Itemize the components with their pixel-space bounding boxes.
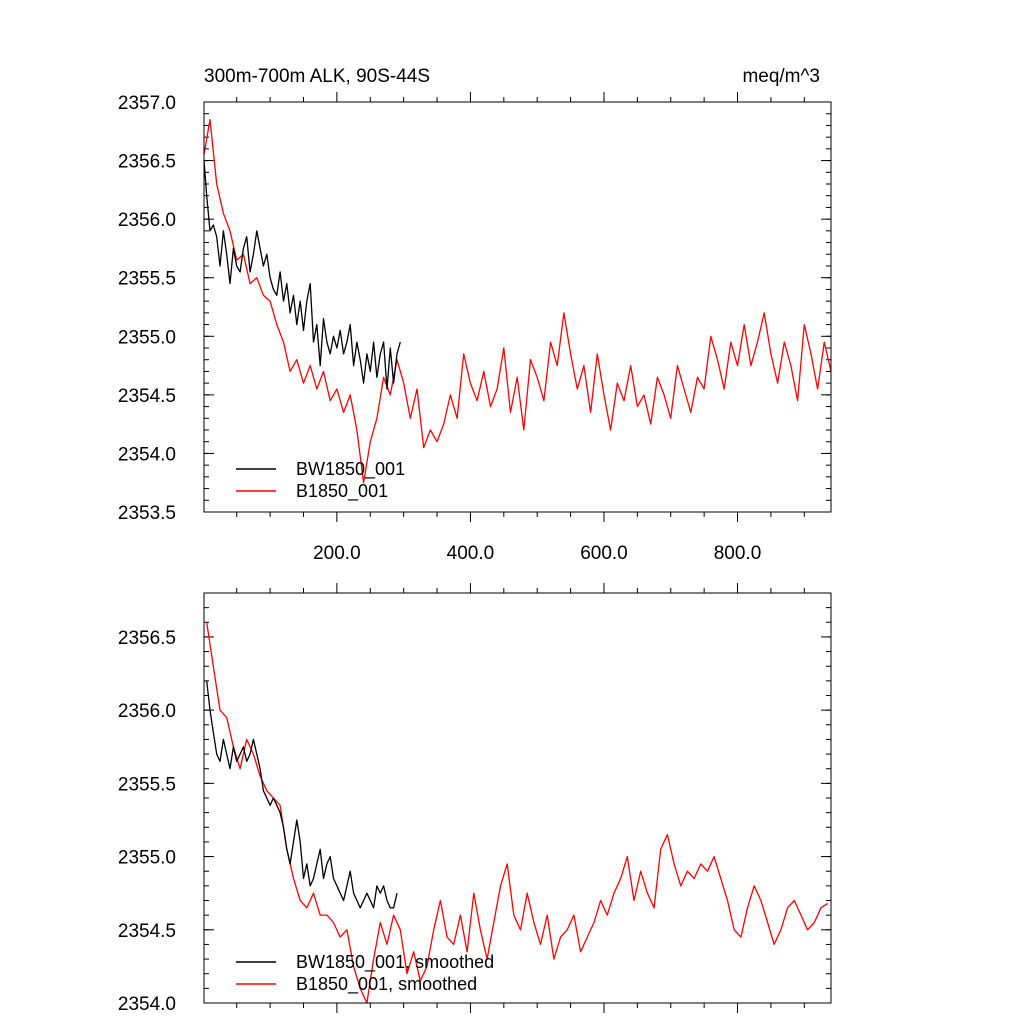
- top-y-axis-labels: 2353.5 2354.0 2354.5 2355.0 2355.5 2356.0 2356…: [118, 93, 176, 524]
- y-tick-label: 2355.0: [118, 327, 176, 348]
- x-tick-label: 200.0: [313, 543, 361, 564]
- y-tick-label: 2356.5: [118, 152, 176, 173]
- y-tick-label: 2356.0: [118, 210, 176, 231]
- top-x-axis-labels: 200.0 400.0 600.0 800.0: [313, 543, 761, 564]
- series-line-bw1850-001-smoothed: [206, 680, 398, 909]
- y-tick-label: 2355.5: [118, 269, 176, 290]
- y-tick-label: 2356.0: [118, 701, 176, 722]
- y-tick-label: 2353.5: [118, 503, 176, 524]
- x-tick-label: 800.0: [714, 543, 762, 564]
- y-tick-label: 2356.5: [118, 628, 176, 649]
- y-tick-label: 2355.5: [118, 774, 176, 795]
- top-chart-panel: 300m-700m ALK, 90S-44S meq/m^3 2353.5235…: [118, 66, 832, 564]
- chart-title: 300m-700m ALK, 90S-44S: [204, 66, 430, 87]
- chart-units: meq/m^3: [742, 66, 820, 87]
- bottom-y-axis-labels: 2354.0 2354.5 2355.0 2355.5 2356.0 2356.5: [118, 628, 176, 1015]
- series-line-b1850-001: [203, 118, 832, 484]
- top-plot-area: [203, 118, 832, 484]
- bottom-axis-ticks: [204, 583, 831, 1013]
- y-tick-label: 2354.0: [118, 444, 176, 465]
- bottom-plot-frame: [203, 592, 832, 1004]
- y-tick-label: 2354.0: [118, 994, 176, 1015]
- top-axis-ticks: [204, 92, 831, 522]
- legend-label: BW1850_001: [296, 459, 405, 480]
- legend-label: B1850_001, smoothed: [296, 974, 477, 995]
- x-tick-label: 400.0: [447, 543, 495, 564]
- series-line-bw1850-001: [203, 160, 401, 390]
- x-tick-label: 600.0: [580, 543, 628, 564]
- series-line-b1850-001-smoothed: [206, 622, 829, 1004]
- legend-label: BW1850_001, smoothed: [296, 952, 494, 973]
- bottom-chart-panel: 2354.0 2354.5 2355.0 2355.5 2356.0 2356.5 BW1…: [118, 583, 832, 1015]
- y-tick-label: 2357.0: [118, 93, 176, 114]
- legend-label: B1850_001: [296, 481, 388, 502]
- y-tick-label: 2354.5: [118, 921, 176, 942]
- bottom-plot-area: [206, 622, 829, 1004]
- y-tick-label: 2354.5: [118, 386, 176, 407]
- y-tick-label: 2355.0: [118, 848, 176, 869]
- top-plot-frame: [203, 101, 832, 513]
